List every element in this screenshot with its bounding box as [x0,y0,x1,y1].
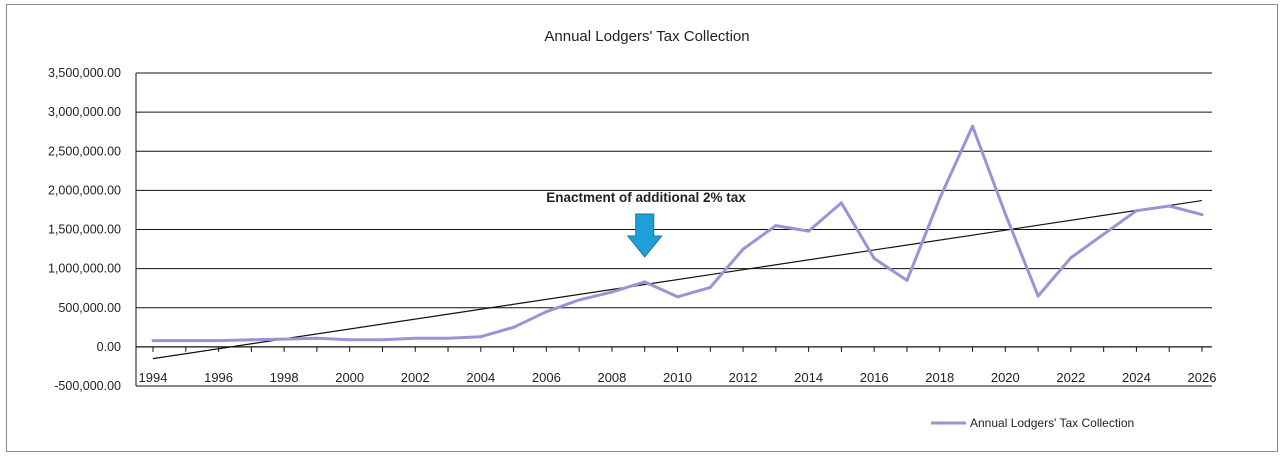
data-point [282,337,286,341]
data-point [1167,204,1171,208]
x-tick-label: 1996 [204,370,233,385]
annotation: Enactment of additional 2% tax [546,190,746,258]
grid-lines [136,72,1212,387]
y-axis-ticks: 3,500,000.00 3,000,000.00 2,500,000.00 2,00… [48,66,121,393]
data-point [413,336,417,340]
data-point [1102,232,1106,236]
y-tick-label: -500,000.00 [54,379,121,393]
trendline [152,199,1203,360]
x-tick-label: 2016 [860,370,889,385]
x-tick-label: 2014 [794,370,823,385]
x-axis: 1994 1996 1998 2000 2002 2004 2006 2008 2010 2012… [135,73,1217,386]
data-point [217,339,221,343]
data-point [380,338,384,342]
data-point [1036,294,1040,298]
x-tick-label: 2002 [401,370,430,385]
trendline-line [152,199,1203,360]
legend[interactable]: Annual Lodgers' Tax Collection [931,416,1134,430]
data-point [1069,256,1073,260]
data-point [151,339,155,343]
y-tick-label: 2,500,000.00 [48,144,121,158]
data-point [1134,209,1138,213]
data-point [676,295,679,299]
data-point [643,280,647,284]
data-point [872,256,876,260]
chart-title: Annual Lodgers' Tax Collection [544,28,749,45]
arrow-shape [626,213,663,258]
x-tick-label: 2020 [991,370,1020,385]
series-lines [151,124,1204,343]
x-tick-label: 2010 [663,370,692,385]
x-tick-label: 1994 [139,370,168,385]
x-tick-label: 2022 [1056,370,1085,385]
data-point [905,278,909,282]
data-point [479,335,483,339]
data-point [708,285,712,289]
annotation-text: Enactment of additional 2% tax [546,190,746,205]
legend-label: Annual Lodgers' Tax Collection [970,416,1134,430]
annotation-arrow-icon [626,213,663,258]
x-tick-label: 2026 [1188,370,1217,385]
x-tick-label: 2006 [532,370,561,385]
data-point [774,224,778,228]
y-tick-label: 500,000.00 [58,301,121,315]
y-tick-label: 3,500,000.00 [48,66,121,80]
x-tick-label: 2000 [335,370,364,385]
y-tick-label: 0.00 [97,340,121,354]
data-point [610,290,614,294]
data-point [544,310,548,314]
x-tick-label: 2004 [466,370,495,385]
x-tick-label: 1998 [270,370,299,385]
x-tick-label: 2024 [1122,370,1151,385]
data-point [839,201,843,205]
data-point [512,325,516,329]
data-point [741,247,745,251]
x-tick-label: 2008 [597,370,626,385]
y-tick-label: 1,500,000.00 [48,223,121,237]
x-tick-label: 2012 [729,370,758,385]
data-point [1200,213,1204,217]
data-point [1003,212,1007,216]
data-point [348,338,352,342]
data-point [184,339,188,343]
data-point [446,336,450,340]
series-line [153,124,1203,343]
data-point [971,124,975,128]
y-tick-label: 3,000,000.00 [48,105,121,119]
y-tick-label: 1,000,000.00 [48,262,121,276]
data-point [249,338,253,342]
data-point [315,336,319,340]
data-point [577,298,581,302]
y-tick-label: 2,000,000.00 [48,183,121,197]
data-point [938,196,942,200]
data-point [807,229,811,233]
x-tick-label: 2018 [925,370,954,385]
